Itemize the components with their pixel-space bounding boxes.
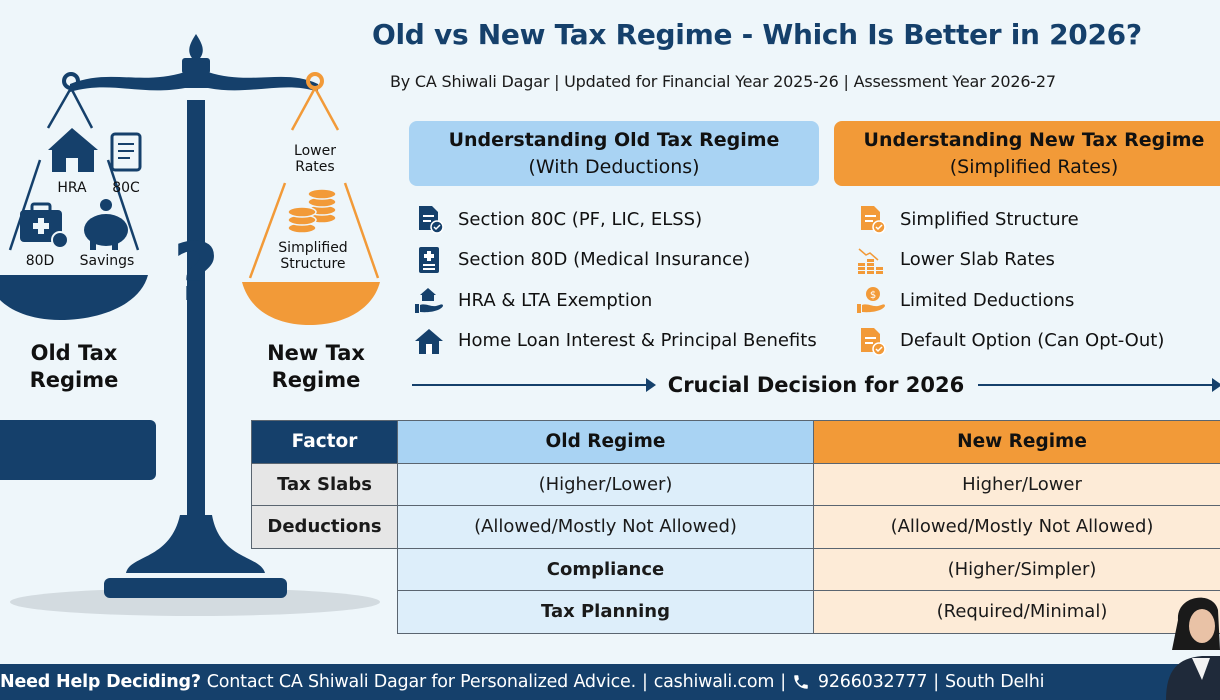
list-item: Home Loan Interest & Principal Benefits bbox=[414, 321, 817, 362]
arrow-right-icon bbox=[978, 378, 1220, 392]
footer-text: Contact CA Shiwali Dagar for Personalize… bbox=[206, 672, 636, 692]
table-row: Tax Slabs (Higher/Lower) Higher/Lower bbox=[251, 462, 1220, 506]
list-item-label: Lower Slab Rates bbox=[900, 249, 1055, 271]
separator: | bbox=[642, 672, 648, 692]
old-regime-section-header: Understanding Old Tax Regime (With Deduc… bbox=[409, 121, 819, 186]
decorative-banner-block bbox=[0, 420, 156, 480]
simplified-structure-label: Simplified Structure bbox=[268, 240, 358, 272]
list-item-label: Home Loan Interest & Principal Benefits bbox=[458, 330, 817, 352]
column-header-old-regime: Old Regime bbox=[397, 420, 814, 464]
80d-label: 80D bbox=[25, 253, 55, 269]
website-link[interactable]: cashiwali.com bbox=[653, 672, 775, 692]
page-title: Old vs New Tax Regime - Which Is Better … bbox=[372, 18, 1142, 51]
old-regime-cell: (Higher/Lower) bbox=[397, 462, 814, 506]
old-label-line-1: Old Tax bbox=[30, 341, 118, 365]
declining-coins-icon bbox=[858, 248, 883, 274]
balance-scale-illustration: ? bbox=[0, 34, 380, 616]
list-item: Default Option (Can Opt-Out) bbox=[856, 321, 1164, 362]
lower-rates-label: Lower Rates bbox=[280, 143, 350, 175]
list-item: $ Limited Deductions bbox=[856, 280, 1164, 321]
old-label-line-2: Regime bbox=[29, 368, 119, 392]
list-item-label: HRA & LTA Exemption bbox=[458, 289, 653, 311]
new-regime-cell: (Higher/Simpler) bbox=[813, 547, 1220, 591]
location-text: South Delhi bbox=[944, 672, 1045, 692]
new-label-line-2: Regime bbox=[271, 368, 361, 392]
list-item: Section 80C (PF, LIC, ELSS) bbox=[414, 199, 817, 240]
factor-cell: Deductions bbox=[251, 505, 398, 549]
comparison-table: Factor Old Regime New Regime Tax Slabs (… bbox=[251, 420, 1220, 634]
table-header-row: Factor Old Regime New Regime bbox=[251, 420, 1220, 464]
phone-number-link[interactable]: 9266032777 bbox=[817, 672, 928, 692]
simplified-line-2: Structure bbox=[280, 256, 346, 272]
savings-label: Savings bbox=[79, 253, 135, 269]
new-regime-features-list: Simplified Structure Lower Slab Rates $ … bbox=[856, 199, 1164, 361]
new-regime-cell: (Allowed/Mostly Not Allowed) bbox=[813, 505, 1220, 549]
old-regime-cell: (Allowed/Mostly Not Allowed) bbox=[397, 505, 814, 549]
factor-cell-empty bbox=[252, 591, 398, 634]
hand-coin-icon: $ bbox=[857, 287, 885, 314]
separator: | bbox=[780, 672, 786, 692]
avatar bbox=[1166, 597, 1220, 700]
new-section-title: Understanding New Tax Regime bbox=[863, 128, 1205, 151]
lower-rates-line-1: Lower bbox=[294, 143, 336, 159]
factor-cell-empty bbox=[252, 548, 398, 591]
list-item: Lower Slab Rates bbox=[856, 240, 1164, 281]
column-header-new-regime: New Regime bbox=[813, 420, 1220, 464]
list-item-label: Section 80C (PF, LIC, ELSS) bbox=[458, 208, 703, 230]
old-regime-cell: Compliance bbox=[397, 547, 814, 591]
list-item: Simplified Structure bbox=[856, 199, 1164, 240]
question-mark-icon: ? bbox=[173, 226, 219, 319]
document-check-icon bbox=[861, 206, 886, 234]
factor-cell: Tax Slabs bbox=[251, 462, 398, 506]
list-item-label: Simplified Structure bbox=[900, 208, 1079, 230]
old-section-subtitle: (With Deductions) bbox=[528, 155, 700, 178]
old-section-title: Understanding Old Tax Regime bbox=[448, 128, 780, 151]
footer-contact-bar: Need Help Deciding? Contact CA Shiwali D… bbox=[0, 664, 1220, 700]
column-header-factor: Factor bbox=[251, 420, 398, 464]
new-tax-regime-label: New Tax Regime bbox=[240, 340, 392, 394]
separator: | bbox=[933, 672, 939, 692]
footer-lead: Need Help Deciding? bbox=[0, 672, 201, 692]
table-row: Compliance (Higher/Simpler) bbox=[252, 547, 1220, 591]
new-regime-cell: Higher/Lower bbox=[813, 462, 1220, 506]
list-item: HRA & LTA Exemption bbox=[414, 280, 817, 321]
old-tax-regime-label: Old Tax Regime bbox=[0, 340, 148, 394]
list-item-label: Section 80D (Medical Insurance) bbox=[458, 249, 751, 271]
new-regime-section-header: Understanding New Tax Regime (Simplified… bbox=[834, 121, 1220, 186]
arrow-right-icon bbox=[412, 378, 656, 392]
old-regime-features-list: Section 80C (PF, LIC, ELSS) Section 80D … bbox=[414, 199, 817, 361]
document-check-icon bbox=[419, 206, 444, 234]
table-row: Deductions (Allowed/Mostly Not Allowed) … bbox=[251, 505, 1220, 549]
house-icon bbox=[415, 328, 443, 354]
svg-text:$: $ bbox=[870, 290, 876, 301]
decision-divider: Crucial Decision for 2026 bbox=[412, 370, 1220, 400]
old-regime-cell: Tax Planning bbox=[397, 590, 814, 634]
decision-label: Crucial Decision for 2026 bbox=[667, 373, 965, 397]
list-item-label: Default Option (Can Opt-Out) bbox=[900, 330, 1165, 352]
new-regime-cell: (Required/Minimal) bbox=[813, 590, 1220, 634]
new-label-line-1: New Tax bbox=[267, 341, 365, 365]
80c-label: 80C bbox=[112, 180, 140, 196]
document-check-icon bbox=[861, 327, 886, 356]
hra-label: HRA bbox=[57, 180, 87, 196]
page-subtitle: By CA Shiwali Dagar | Updated for Financ… bbox=[390, 72, 1056, 91]
medical-document-icon bbox=[419, 246, 439, 273]
hand-house-icon bbox=[415, 288, 443, 314]
new-section-subtitle: (Simplified Rates) bbox=[949, 155, 1119, 178]
phone-icon bbox=[794, 675, 808, 689]
table-row: Tax Planning (Required/Minimal) bbox=[252, 590, 1220, 634]
list-item-label: Limited Deductions bbox=[900, 289, 1075, 311]
simplified-line-1: Simplified bbox=[278, 240, 348, 256]
lower-rates-line-2: Rates bbox=[295, 159, 335, 175]
list-item: Section 80D (Medical Insurance) bbox=[414, 240, 817, 281]
